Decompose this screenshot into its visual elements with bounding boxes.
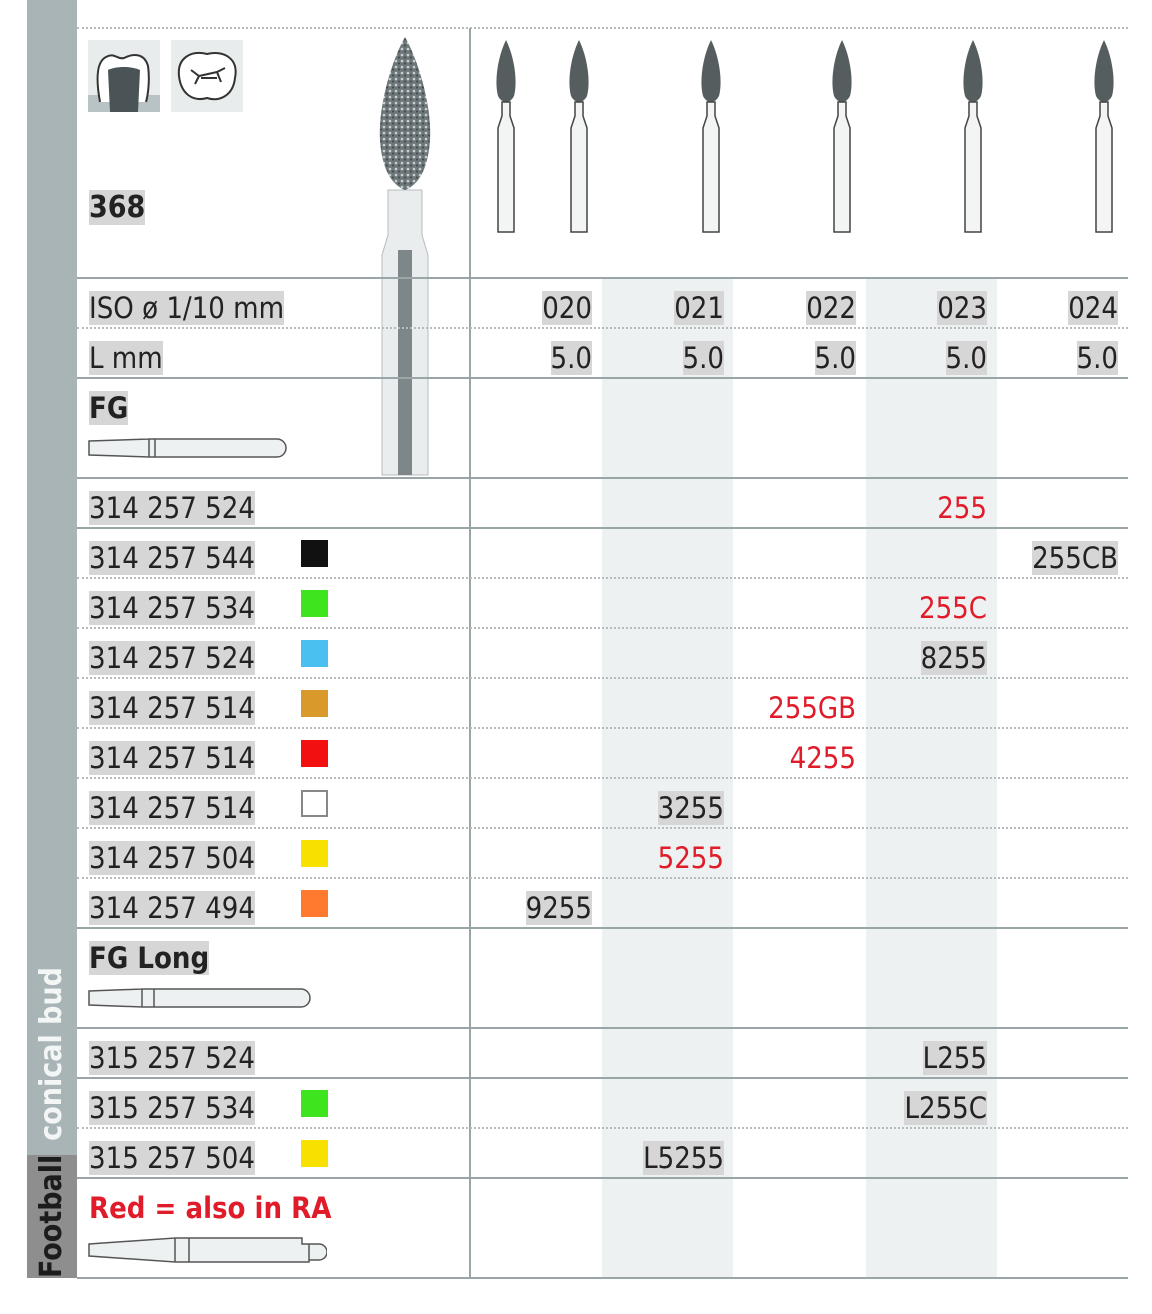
divider (77, 277, 1128, 279)
divider (77, 1027, 1128, 1029)
iso-size-2: 022 (806, 291, 856, 325)
product-code: 8255 (920, 641, 987, 675)
product-code: 5255 (657, 841, 724, 875)
product-code: 255CB (1032, 541, 1118, 575)
iso-size-1: 021 (674, 291, 724, 325)
divider (77, 577, 1128, 579)
iso-size-4: 024 (1068, 291, 1118, 325)
section-title-fg-long: FG Long (89, 941, 210, 975)
length-4: 5.0 (1076, 341, 1118, 375)
order-number: 314 257 494 (89, 891, 255, 925)
product-code: L255 (922, 1041, 987, 1075)
divider (469, 28, 471, 1278)
order-number: 314 257 504 (89, 841, 255, 875)
divider (77, 1077, 1128, 1079)
product-code: 255 (937, 491, 987, 525)
divider (77, 777, 1128, 779)
fg-shank-icon (88, 438, 287, 458)
figure-number: 368 (89, 190, 146, 225)
divider (77, 527, 1128, 529)
color-ring-swatch (301, 1090, 328, 1117)
divider (77, 927, 1128, 929)
order-number: 314 257 514 (89, 691, 255, 725)
color-ring-swatch (301, 790, 328, 817)
color-ring-swatch (301, 740, 328, 767)
order-number: 314 257 524 (89, 641, 255, 675)
product-code: 255C (918, 591, 987, 625)
divider (77, 327, 1128, 329)
product-code: 3255 (657, 791, 724, 825)
length-0: 5.0 (550, 341, 592, 375)
product-code: L5255 (643, 1141, 724, 1175)
order-number: 314 257 534 (89, 591, 255, 625)
bur-detail-image (379, 37, 431, 476)
order-number: 315 257 534 (89, 1091, 255, 1125)
occlusal-fissure-icon (171, 40, 243, 112)
divider (77, 877, 1128, 879)
product-code: 4255 (789, 741, 856, 775)
length-3: 5.0 (945, 341, 987, 375)
product-name: conical bud (34, 967, 69, 1141)
sidebar-label: Football conical bud (27, 967, 77, 1278)
ra-shank-icon (88, 1237, 327, 1263)
order-number: 314 257 524 (89, 491, 255, 525)
length-label: L mm (89, 341, 163, 375)
legend-text: Red = also in RA (89, 1191, 332, 1225)
iso-label: ISO ø 1/10 mm (89, 291, 285, 325)
order-number: 315 257 524 (89, 1041, 255, 1075)
length-2: 5.0 (814, 341, 856, 375)
color-ring-swatch (301, 640, 328, 667)
divider (77, 1277, 1128, 1279)
sidebar-band (27, 0, 77, 1278)
iso-size-0: 020 (542, 291, 592, 325)
shape-name: Football (27, 1154, 77, 1278)
color-ring-swatch (301, 840, 328, 867)
iso-size-3: 023 (937, 291, 987, 325)
divider (77, 727, 1128, 729)
divider (77, 1177, 1128, 1179)
crown-preparation-icon (88, 40, 160, 112)
divider (77, 1127, 1128, 1129)
color-ring-swatch (301, 1140, 328, 1167)
divider (77, 827, 1128, 829)
length-1: 5.0 (682, 341, 724, 375)
bur-size-images (496, 39, 1115, 233)
product-code: 255GB (768, 691, 856, 725)
divider (77, 627, 1128, 629)
divider (77, 377, 1128, 379)
section-title-fg: FG (89, 391, 129, 425)
divider (77, 477, 1128, 479)
divider (77, 27, 1128, 29)
color-ring-swatch (301, 590, 328, 617)
color-ring-swatch (301, 690, 328, 717)
fg-long-shank-icon (88, 988, 311, 1008)
product-code: 9255 (525, 891, 592, 925)
product-code: L255C (904, 1091, 987, 1125)
divider (77, 677, 1128, 679)
order-number: 314 257 514 (89, 741, 255, 775)
color-ring-swatch (301, 540, 328, 567)
order-number: 314 257 514 (89, 791, 255, 825)
color-ring-swatch (301, 890, 328, 917)
order-number: 315 257 504 (89, 1141, 255, 1175)
order-number: 314 257 544 (89, 541, 255, 575)
